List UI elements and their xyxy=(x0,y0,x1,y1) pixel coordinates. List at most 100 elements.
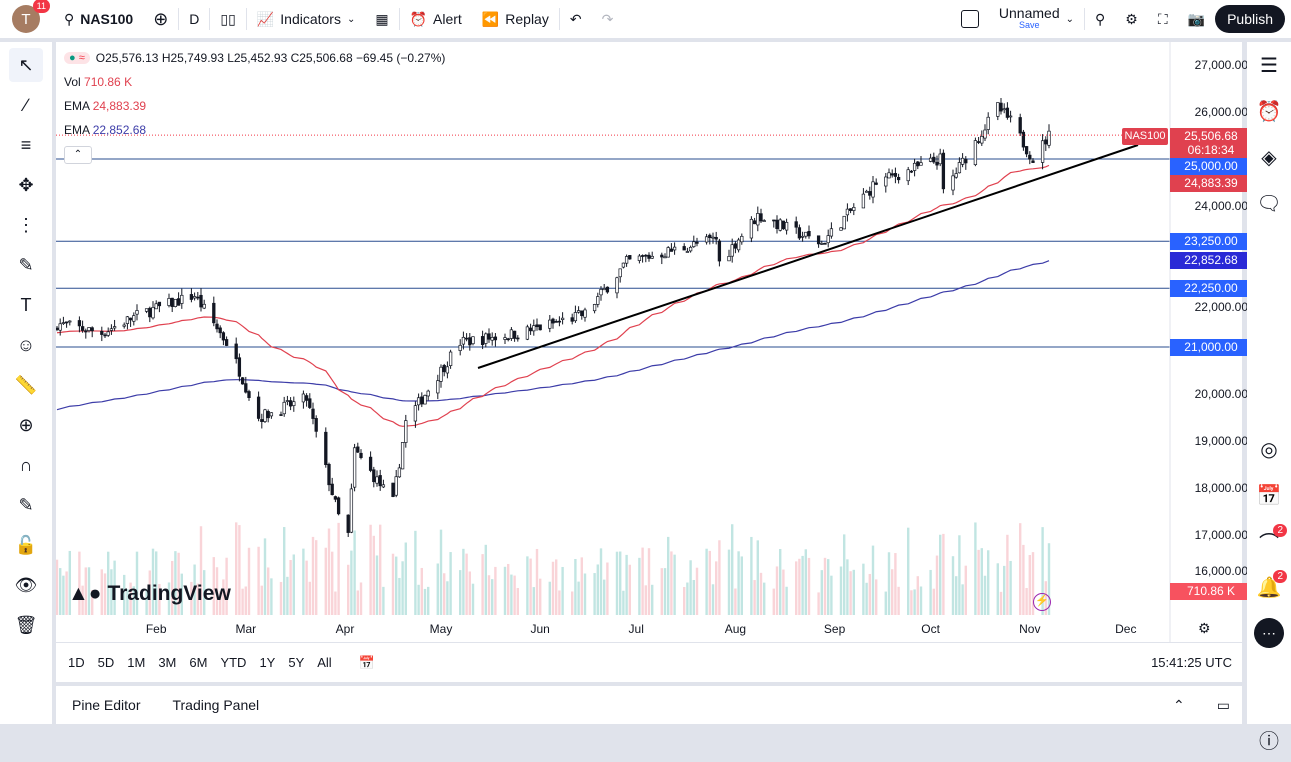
chat-icon[interactable]: 🗨 xyxy=(1256,192,1282,215)
volume-bar xyxy=(267,567,270,615)
compare-button[interactable]: ⊕ xyxy=(143,0,178,38)
range-1m[interactable]: 1M xyxy=(127,655,146,670)
chevron-up-icon[interactable]: ⌃ xyxy=(1173,696,1185,713)
chart-type-button[interactable]: ▯▯ xyxy=(210,0,245,38)
candle-body xyxy=(669,248,674,252)
brush-tool[interactable]: ✎ xyxy=(18,254,34,275)
range-1y[interactable]: 1Y xyxy=(259,655,276,670)
eye-icon[interactable]: 👁 xyxy=(14,574,38,595)
search-icon: ⚲ xyxy=(1095,10,1106,27)
lightning-icon[interactable]: ⚡ xyxy=(1033,593,1051,611)
trash-icon[interactable]: 🗑 xyxy=(14,614,38,635)
watchlist-icon[interactable]: ☰ xyxy=(1260,54,1278,77)
emoji-tool[interactable]: ☺ xyxy=(16,334,36,355)
tab-pine-editor[interactable]: Pine Editor xyxy=(72,697,141,713)
volume-bar xyxy=(795,561,798,615)
apps-icon[interactable]: ⋯ xyxy=(1247,610,1291,656)
volume-bar xyxy=(593,573,596,615)
rewind-icon: ⏪ xyxy=(481,10,500,27)
zoom-tool[interactable]: ⊕ xyxy=(18,414,34,435)
candle-body xyxy=(359,452,363,458)
redo-button[interactable]: ↷ xyxy=(592,0,624,38)
alert-button[interactable]: ⏰ Alert xyxy=(400,0,472,38)
candle-body xyxy=(916,161,920,167)
candle-body xyxy=(960,157,965,165)
volume-bar xyxy=(171,560,174,615)
collapse-legend-button[interactable]: ⌃ xyxy=(64,146,92,164)
tab-trading-panel[interactable]: Trading Panel xyxy=(172,697,260,713)
candle-body xyxy=(64,321,69,324)
templates-button[interactable]: ▦ xyxy=(365,0,398,38)
layers-icon[interactable]: ◈ xyxy=(1261,146,1277,169)
range-5y[interactable]: 5Y xyxy=(288,655,305,670)
lock-icon[interactable]: 🔓 xyxy=(14,534,38,555)
range-5d[interactable]: 5D xyxy=(97,655,115,670)
fib-tool[interactable]: ≡ xyxy=(20,134,32,155)
candle-body xyxy=(103,334,107,337)
range-1d[interactable]: 1D xyxy=(68,655,85,670)
candle-body xyxy=(221,332,226,341)
clock[interactable]: 15:41:25 UTC xyxy=(1151,655,1232,670)
volume-bar xyxy=(417,584,420,615)
indicators-button[interactable]: 📈 Indicators ⌄ xyxy=(247,0,366,38)
text-tool[interactable]: T xyxy=(20,294,32,315)
price-chart[interactable] xyxy=(56,42,1242,642)
alarm-clock-icon[interactable]: ⏰ xyxy=(1256,100,1282,123)
drawing-toolbar: ↖ ∕ ≡ ✥ ⋮ ✎ T ☺ 📏 ⊕ ∩ ✎ 🔓 👁 🗑 xyxy=(0,42,52,724)
volume-bar xyxy=(247,547,251,615)
candle-body xyxy=(1002,108,1006,111)
candle-body xyxy=(413,405,418,422)
volume-bar xyxy=(1047,543,1051,615)
volume-bar xyxy=(446,581,449,615)
replay-button[interactable]: ⏪ Replay xyxy=(472,0,559,38)
volume-bar xyxy=(404,542,407,615)
signals-icon[interactable]: ⌒ 2 xyxy=(1247,518,1291,564)
candle-body xyxy=(368,456,373,471)
symbol-search[interactable]: ⚲ NAS100 xyxy=(54,0,143,38)
volume-bar xyxy=(996,563,999,615)
lock-drawing-tool[interactable]: ✎ xyxy=(18,494,34,515)
calendar-icon[interactable]: 📅 xyxy=(358,655,375,670)
maximize-icon[interactable]: ▭ xyxy=(1216,696,1230,713)
chart-pane[interactable]: ● ≈ O25,576.13 H25,749.93 L25,452.93 C25… xyxy=(56,42,1252,682)
magnet-tool[interactable]: ∩ xyxy=(19,454,33,475)
cursor-tool[interactable]: ↖ xyxy=(9,48,43,82)
candle-body xyxy=(647,254,651,259)
fullscreen-button[interactable]: ⛶ xyxy=(1148,0,1178,38)
range-all[interactable]: All xyxy=(317,655,332,670)
candle-body xyxy=(762,220,766,222)
redo-icon: ↷ xyxy=(601,10,614,27)
candle-body xyxy=(224,339,229,346)
quick-search-button[interactable]: ⚲ xyxy=(1085,0,1115,38)
trendline-tool[interactable]: ∕ xyxy=(24,94,28,115)
snapshot-button[interactable]: 📷 xyxy=(1178,0,1215,38)
candle-body xyxy=(1040,140,1045,163)
settings-button[interactable]: ⚙ xyxy=(1115,0,1148,38)
price-tick: 20,000.00 xyxy=(1194,387,1248,401)
interval-button[interactable]: D xyxy=(189,11,200,27)
volume-bar xyxy=(87,567,91,615)
forecast-tool[interactable]: ⋮ xyxy=(17,214,35,235)
layout-button[interactable]: Unnamed Save ⌄ xyxy=(951,0,1084,38)
publish-button[interactable]: Publish xyxy=(1215,5,1285,33)
avatar[interactable]: T 11 xyxy=(12,0,50,33)
bell-icon[interactable]: 🔔 2 xyxy=(1247,564,1291,610)
pattern-tool[interactable]: ✥ xyxy=(18,174,34,195)
volume-bar xyxy=(935,555,939,615)
volume-bar xyxy=(103,573,107,615)
volume-bar xyxy=(257,546,260,615)
ruler-tool[interactable]: 📏 xyxy=(14,374,38,395)
volume-bar xyxy=(955,576,958,615)
target-icon[interactable]: ◎ xyxy=(1260,438,1278,461)
range-3m[interactable]: 3M xyxy=(158,655,177,670)
help-icon[interactable]: ⓘ xyxy=(1259,730,1279,753)
calendar-icon[interactable]: 📅 xyxy=(1256,484,1282,507)
volume-bar xyxy=(987,550,990,615)
candle-body xyxy=(167,298,171,306)
undo-button[interactable]: ↶ xyxy=(560,0,592,38)
range-ytd[interactable]: YTD xyxy=(220,655,247,670)
candle-body xyxy=(266,411,270,419)
range-6m[interactable]: 6M xyxy=(189,655,208,670)
gear-icon[interactable]: ⚙ xyxy=(1198,620,1211,636)
volume-bar xyxy=(823,557,827,615)
